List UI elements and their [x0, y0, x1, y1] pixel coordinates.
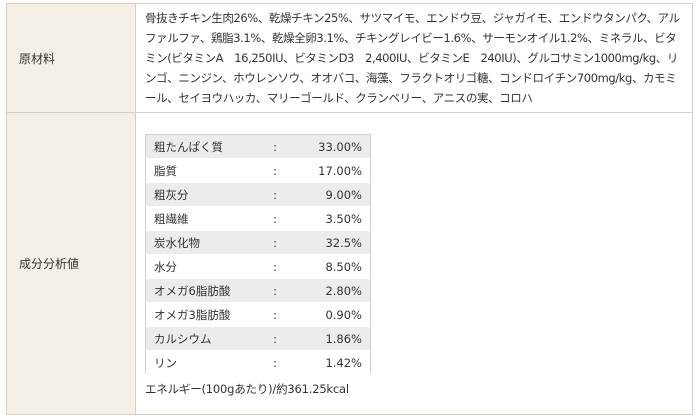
nutrient-separator: :	[260, 326, 290, 351]
analysis-label: 成分分析値	[6, 112, 136, 415]
nutrient-separator: :	[260, 302, 290, 327]
nutrient-row: 脂質:17.00%	[145, 158, 371, 183]
ingredients-cell: 骨抜きチキン生肉26%、乾燥チキン25%、サツマイモ、エンドウ豆、ジャガイモ、エ…	[135, 3, 693, 113]
nutrient-row: カルシウム:1.86%	[145, 326, 371, 351]
nutrient-separator: :	[260, 182, 290, 207]
nutrient-value: 1.42%	[290, 350, 371, 375]
nutrient-name: オメガ6脂肪酸	[145, 278, 260, 303]
nutrient-separator: :	[260, 230, 290, 255]
nutrient-value: 17.00%	[290, 158, 371, 183]
nutrient-value: 33.00%	[290, 134, 371, 159]
nutrient-name: 粗たんぱく質	[145, 134, 260, 159]
nutrient-name: 粗繊維	[145, 206, 260, 231]
analysis-cell: 粗たんぱく質:33.00% 脂質:17.00% 粗灰分:9.00% 粗繊維:3.50%…	[135, 112, 693, 415]
analysis-row: 成分分析値 粗たんぱく質:33.00% 脂質:17.00% 粗灰分:9.00% 粗繊維…	[6, 112, 693, 415]
nutrient-separator: :	[260, 254, 290, 279]
nutrient-separator: :	[260, 134, 290, 159]
nutrient-row: 粗たんぱく質:33.00%	[145, 134, 371, 159]
nutrient-separator: :	[260, 278, 290, 303]
nutrient-separator: :	[260, 350, 290, 375]
nutrient-name: 水分	[145, 254, 260, 279]
nutrient-row: 粗繊維:3.50%	[145, 206, 371, 231]
nutrient-row: オメガ6脂肪酸:2.80%	[145, 278, 371, 303]
nutrient-table: 粗たんぱく質:33.00% 脂質:17.00% 粗灰分:9.00% 粗繊維:3.50%…	[145, 134, 371, 375]
nutrient-value: 1.86%	[290, 326, 371, 351]
nutrient-row: 水分:8.50%	[145, 254, 371, 279]
nutrient-value: 2.80%	[290, 278, 371, 303]
nutrient-name: 脂質	[145, 158, 260, 183]
spec-table: 原材料 骨抜きチキン生肉26%、乾燥チキン25%、サツマイモ、エンドウ豆、ジャガ…	[6, 3, 693, 415]
nutrient-separator: :	[260, 158, 290, 183]
nutrient-value: 9.00%	[290, 182, 371, 207]
nutrient-value: 0.90%	[290, 302, 371, 327]
nutrient-name: カルシウム	[145, 326, 260, 351]
nutrient-row: オメガ3脂肪酸:0.90%	[145, 302, 371, 327]
ingredients-text: 骨抜きチキン生肉26%、乾燥チキン25%、サツマイモ、エンドウ豆、ジャガイモ、エ…	[145, 11, 680, 105]
ingredients-row: 原材料 骨抜きチキン生肉26%、乾燥チキン25%、サツマイモ、エンドウ豆、ジャガ…	[6, 3, 693, 113]
nutrient-separator: :	[260, 206, 290, 231]
nutrient-row: 粗灰分:9.00%	[145, 182, 371, 207]
nutrient-value: 8.50%	[290, 254, 371, 279]
energy-note: エネルギー(100gあたり)/約361.25kcal	[145, 382, 349, 396]
ingredients-label: 原材料	[6, 3, 136, 113]
nutrient-name: 粗灰分	[145, 182, 260, 207]
nutrient-name: オメガ3脂肪酸	[145, 302, 260, 327]
nutrient-row: リン:1.42%	[145, 350, 371, 375]
nutrient-value: 32.5%	[290, 230, 371, 255]
nutrient-name: リン	[145, 350, 260, 375]
nutrient-value: 3.50%	[290, 206, 371, 231]
nutrient-name: 炭水化物	[145, 230, 260, 255]
nutrient-row: 炭水化物:32.5%	[145, 230, 371, 255]
